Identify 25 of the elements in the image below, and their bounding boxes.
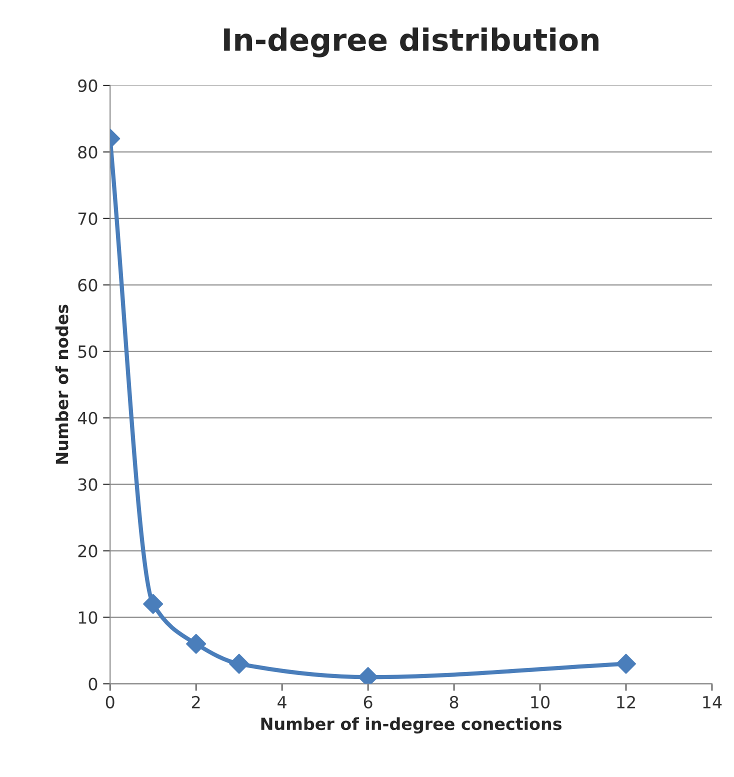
y-axis-title: Number of nodes xyxy=(55,304,68,464)
y-tick-label: 60 xyxy=(78,278,98,292)
point xyxy=(616,654,636,674)
y-tick-label: 30 xyxy=(78,478,98,491)
y-tick-label: 40 xyxy=(78,412,98,424)
x-tick-label: 8 xyxy=(450,696,458,708)
y-tick-label: 80 xyxy=(78,146,98,159)
point xyxy=(229,654,250,674)
x-tick-label: 2 xyxy=(192,696,200,708)
y-tick-label: 10 xyxy=(78,611,98,624)
x-tick-label: 10 xyxy=(531,696,550,708)
y-tick-label: 90 xyxy=(78,79,98,92)
x-tick-label: 4 xyxy=(278,696,286,708)
y-tick-label: 20 xyxy=(78,544,98,558)
x-tick-label: 14 xyxy=(703,696,722,708)
chart-title: In-degree distribution xyxy=(224,28,598,58)
point xyxy=(186,634,206,654)
point xyxy=(143,594,164,614)
y-tick-label: 70 xyxy=(78,212,98,225)
x-tick-label: 12 xyxy=(617,696,635,708)
x-tick-label: 6 xyxy=(364,696,372,708)
x-tick-label: 0 xyxy=(106,696,114,708)
y-tick-label: 0 xyxy=(88,678,98,690)
y-tick-label: 50 xyxy=(78,345,98,358)
x-axis-title: Number of in-degree conections xyxy=(261,717,562,734)
